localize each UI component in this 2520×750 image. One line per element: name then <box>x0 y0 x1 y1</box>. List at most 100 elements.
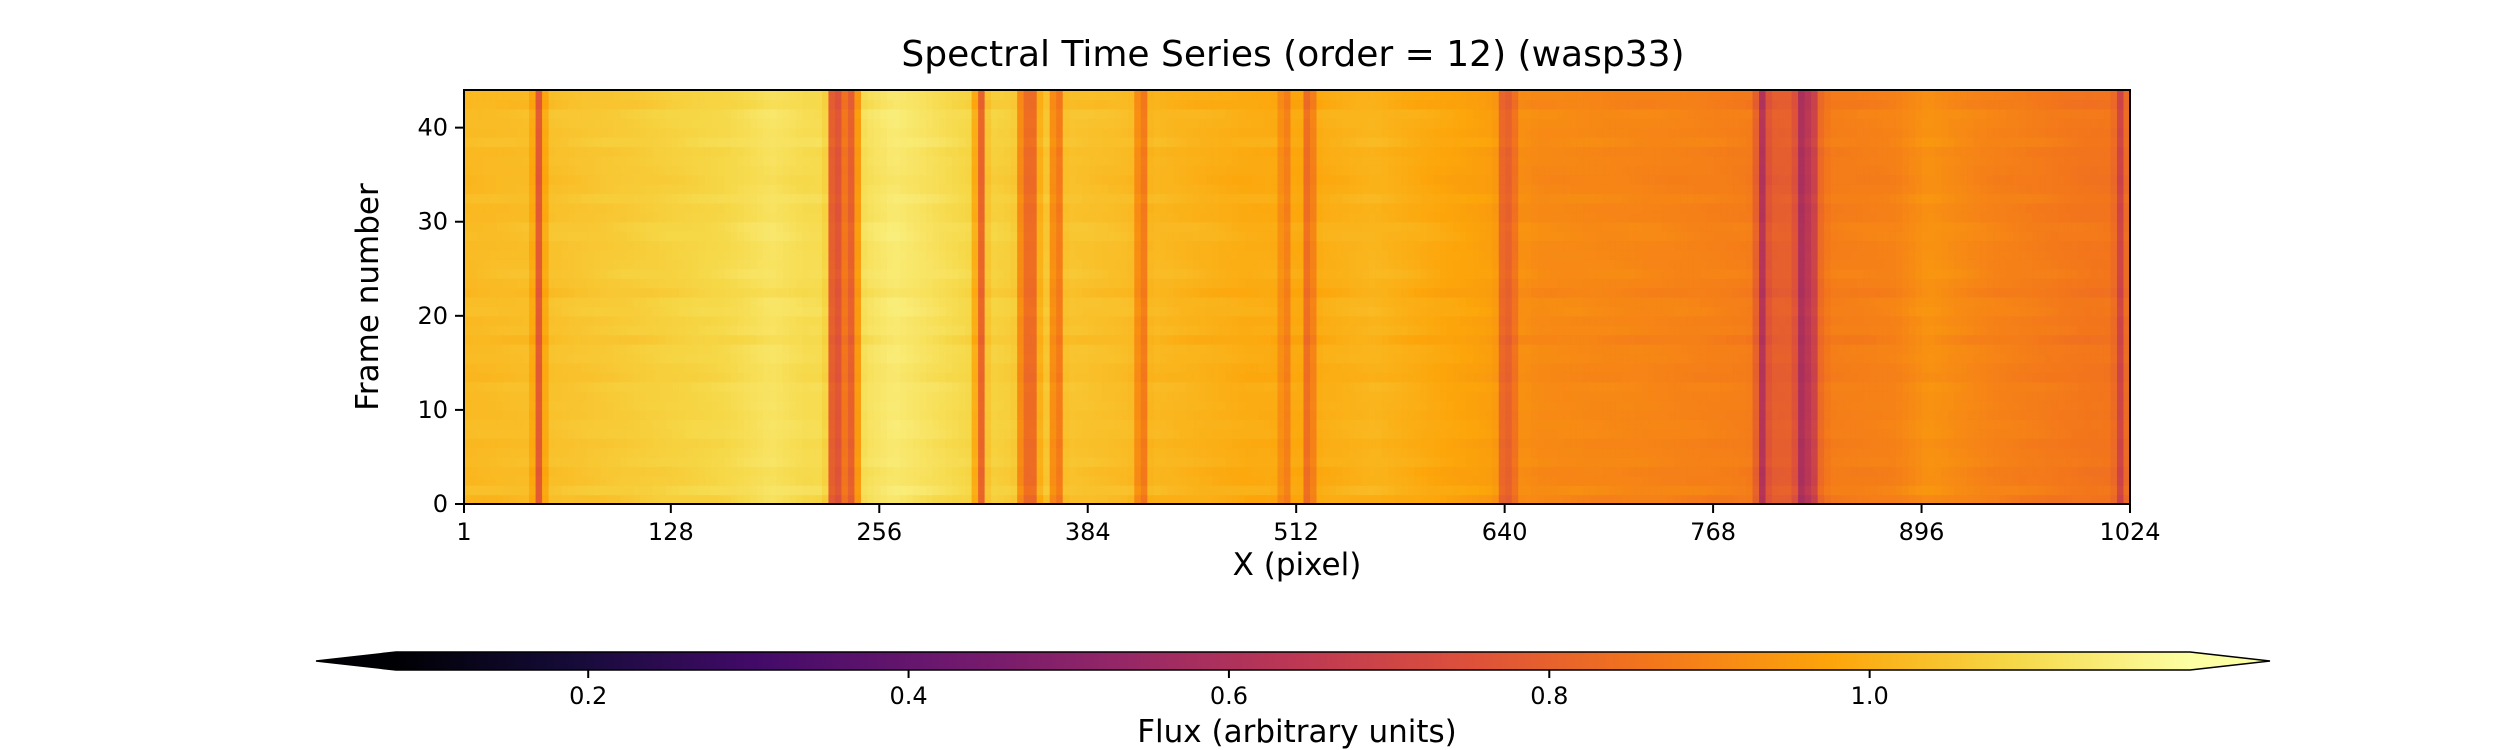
heatmap-cell <box>587 334 595 345</box>
heatmap-cell <box>581 344 589 355</box>
heatmap-cell <box>1127 315 1135 326</box>
heatmap-cell <box>659 249 667 260</box>
heatmap-cell <box>568 212 576 223</box>
heatmap-cell <box>750 184 758 195</box>
heatmap-cell <box>815 90 823 101</box>
heatmap-cell <box>939 456 947 467</box>
heatmap-cell <box>1043 174 1051 185</box>
heatmap-cell <box>965 127 973 138</box>
heatmap-cell <box>782 334 790 345</box>
heatmap-cell <box>1127 193 1135 204</box>
heatmap-cell <box>913 202 921 213</box>
heatmap-cell <box>1062 118 1070 129</box>
heatmap-cell <box>633 409 641 420</box>
heatmap-cell <box>789 268 797 279</box>
heatmap-cell <box>1134 466 1142 477</box>
heatmap-cell <box>860 315 869 326</box>
heatmap-cell <box>952 297 960 308</box>
heatmap-cell <box>1179 108 1187 119</box>
heatmap-cell <box>1056 419 1064 430</box>
heatmap-cell <box>756 325 764 336</box>
heatmap-cell <box>1043 268 1051 279</box>
heatmap-cell <box>516 419 524 430</box>
heatmap-cell <box>522 334 530 345</box>
heatmap-cell <box>529 391 537 402</box>
heatmap-cell <box>939 231 947 242</box>
heatmap-cell <box>594 193 602 204</box>
heatmap-cell <box>717 466 725 477</box>
heatmap-cell <box>542 127 550 138</box>
heatmap-cell <box>652 297 660 308</box>
heatmap-cell <box>847 249 856 260</box>
heatmap-cell <box>997 155 1005 166</box>
heatmap-cell <box>1140 137 1148 148</box>
heatmap-cell <box>919 428 927 439</box>
heatmap-cell <box>561 155 569 166</box>
heatmap-cell <box>873 306 882 317</box>
heatmap-cell <box>665 212 673 223</box>
heatmap-cell <box>971 438 979 449</box>
heatmap-cell <box>906 259 914 270</box>
heatmap-cell <box>1127 90 1135 101</box>
heatmap-cell <box>1114 306 1122 317</box>
heatmap-cell <box>1173 137 1181 148</box>
heatmap-cell <box>1147 456 1155 467</box>
heatmap-cell <box>834 297 843 308</box>
heatmap-cell <box>607 419 615 430</box>
heatmap-cell <box>1023 202 1031 213</box>
heatmap-cell <box>470 202 478 213</box>
heatmap-cell <box>789 372 797 383</box>
heatmap-cell <box>1127 259 1135 270</box>
heatmap-cell <box>496 325 504 336</box>
heatmap-cell <box>789 259 797 270</box>
heatmap-cell <box>1075 108 1083 119</box>
heatmap-cell <box>1108 202 1116 213</box>
heatmap-cell <box>997 475 1005 486</box>
heatmap-cell <box>717 278 725 289</box>
heatmap-cell <box>795 155 804 166</box>
heatmap-cell <box>1108 268 1116 279</box>
heatmap-cell <box>795 381 804 392</box>
heatmap-cell <box>659 231 667 242</box>
heatmap-cell <box>1173 362 1181 373</box>
heatmap-cell <box>620 231 628 242</box>
heatmap-cell <box>1147 428 1155 439</box>
heatmap-cell <box>743 400 751 411</box>
heatmap-cell <box>1108 447 1116 458</box>
heatmap-cell <box>978 315 986 326</box>
heatmap-cell <box>1140 466 1148 477</box>
heatmap-cell <box>1069 118 1077 129</box>
heatmap-cell <box>769 334 777 345</box>
heatmap-cell <box>685 259 693 270</box>
heatmap-cell <box>509 221 517 232</box>
heatmap-cell <box>1004 334 1012 345</box>
heatmap-cell <box>620 447 628 458</box>
heatmap-cell <box>860 212 869 223</box>
heatmap-cell <box>1140 353 1148 364</box>
heatmap-cell <box>900 231 908 242</box>
heatmap-cell <box>1017 174 1025 185</box>
heatmap-cell <box>887 456 895 467</box>
heatmap-cell <box>978 202 986 213</box>
heatmap-cell <box>464 127 472 138</box>
heatmap-cell <box>945 419 953 430</box>
heatmap-cell <box>834 325 843 336</box>
heatmap-cell <box>529 325 537 336</box>
heatmap-cell <box>509 466 517 477</box>
heatmap-cell <box>952 428 960 439</box>
heatmap-cell <box>600 381 608 392</box>
heatmap-cell <box>535 212 543 223</box>
heatmap-cell <box>1179 184 1187 195</box>
heatmap-cell <box>503 231 511 242</box>
heatmap-cell <box>939 287 947 298</box>
heatmap-cell <box>620 259 628 270</box>
heatmap-cell <box>542 344 550 355</box>
heatmap-cell <box>568 240 576 251</box>
heatmap-cell <box>971 475 979 486</box>
heatmap-cell <box>958 118 966 129</box>
heatmap-cell <box>1095 249 1103 260</box>
heatmap-cell <box>698 475 706 486</box>
heatmap-cell <box>789 297 797 308</box>
heatmap-cell <box>769 391 777 402</box>
heatmap-cell <box>568 325 576 336</box>
